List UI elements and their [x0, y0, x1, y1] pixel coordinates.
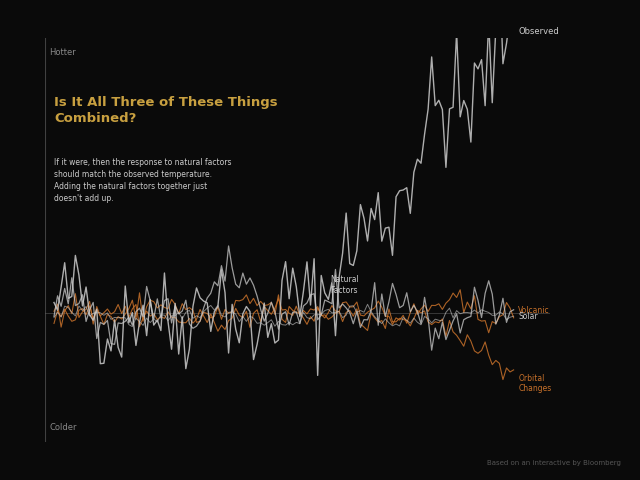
Text: Colder: Colder	[49, 423, 77, 432]
Text: Solar: Solar	[518, 312, 538, 321]
Text: Hotter: Hotter	[49, 48, 76, 57]
Text: Natural
Factors: Natural Factors	[330, 275, 358, 295]
Text: Is It All Three of These Things
Combined?: Is It All Three of These Things Combined…	[54, 96, 278, 125]
Text: If it were, then the response to natural factors
should match the observed tempe: If it were, then the response to natural…	[54, 158, 232, 203]
Text: Observed: Observed	[518, 27, 559, 36]
Text: Volcanic: Volcanic	[518, 306, 550, 315]
Text: Based on an interactive by Bloomberg: Based on an interactive by Bloomberg	[487, 460, 621, 466]
Text: Orbital
Changes: Orbital Changes	[518, 373, 552, 393]
